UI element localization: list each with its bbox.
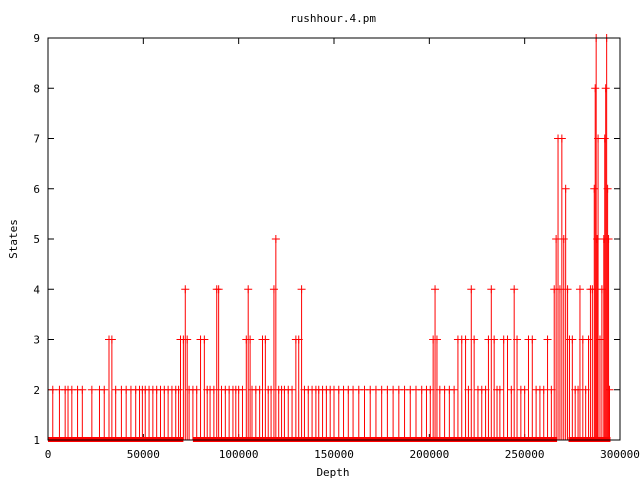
plot-frame	[47, 37, 621, 441]
point-marker	[561, 184, 570, 193]
point-marker	[601, 84, 610, 93]
point-marker	[557, 134, 566, 143]
y-tick-label: 5	[33, 233, 40, 246]
point-marker	[563, 285, 572, 294]
point-marker	[593, 235, 602, 243]
point-marker	[510, 285, 519, 294]
point-marker	[591, 84, 600, 93]
y-tick-label: 8	[33, 82, 40, 95]
axis-ticks: 0 50000 100000 150000 200000 250000 300000 1 2 3 4…	[33, 32, 640, 461]
point-marker	[487, 285, 496, 294]
chart-title: rushhour.4.pm	[290, 12, 376, 25]
point-marker	[87, 385, 96, 394]
point-marker	[603, 184, 612, 193]
point-marker	[181, 285, 190, 294]
point-marker	[513, 335, 522, 344]
point-marker	[214, 285, 223, 294]
point-marker	[528, 335, 537, 344]
point-marker	[271, 235, 280, 243]
point-marker	[261, 335, 270, 344]
point-marker	[100, 385, 109, 394]
point-marker	[174, 385, 183, 394]
point-marker	[432, 335, 441, 344]
y-tick-label: 4	[33, 283, 40, 296]
point-marker	[244, 285, 253, 294]
point-marker	[543, 335, 552, 344]
point-marker	[604, 235, 613, 243]
y-tick-label: 1	[33, 434, 40, 447]
point-marker	[605, 385, 614, 394]
point-marker	[503, 335, 512, 344]
point-marker	[288, 385, 297, 394]
x-tick-label: 200000	[409, 448, 449, 461]
point-marker	[192, 385, 201, 394]
x-tick-label: 100000	[219, 448, 259, 461]
x-tick-label: 50000	[127, 448, 160, 461]
x-tick-label: 300000	[600, 448, 640, 461]
point-marker	[238, 385, 247, 394]
point-marker	[200, 335, 209, 344]
point-marker	[495, 385, 504, 394]
point-marker	[559, 235, 568, 243]
y-axis-label: States	[7, 219, 20, 259]
x-tick-label: 250000	[505, 448, 545, 461]
point-marker	[48, 385, 57, 394]
point-marker	[450, 385, 459, 394]
y-tick-label: 9	[33, 32, 40, 45]
point-marker	[555, 285, 564, 294]
point-marker	[595, 335, 604, 344]
point-marker	[78, 385, 87, 394]
x-tick-label: 150000	[314, 448, 354, 461]
point-marker	[467, 285, 476, 294]
point-marker	[568, 335, 577, 344]
point-marker	[552, 235, 561, 243]
point-marker	[246, 335, 255, 344]
y-tick-label: 6	[33, 183, 40, 196]
point-marker	[297, 285, 306, 294]
point-marker	[269, 285, 278, 294]
point-marker	[590, 184, 599, 193]
point-marker	[584, 335, 593, 344]
point-marker	[470, 335, 479, 344]
point-marker	[490, 335, 499, 344]
y-tick-label: 3	[33, 334, 40, 347]
point-marker	[575, 285, 584, 294]
point-marker	[520, 385, 529, 394]
point-marker	[594, 134, 603, 143]
y-tick-label: 7	[33, 133, 40, 146]
point-marker	[431, 285, 440, 294]
point-marker	[461, 335, 470, 344]
point-marker	[574, 385, 583, 394]
x-axis-label: Depth	[316, 466, 349, 479]
point-marker	[183, 335, 192, 344]
y-tick-label: 2	[33, 384, 40, 397]
series-states	[48, 34, 614, 442]
point-marker	[539, 385, 548, 394]
x-tick-label: 0	[45, 448, 52, 461]
point-marker	[600, 134, 609, 143]
point-marker	[107, 335, 116, 344]
